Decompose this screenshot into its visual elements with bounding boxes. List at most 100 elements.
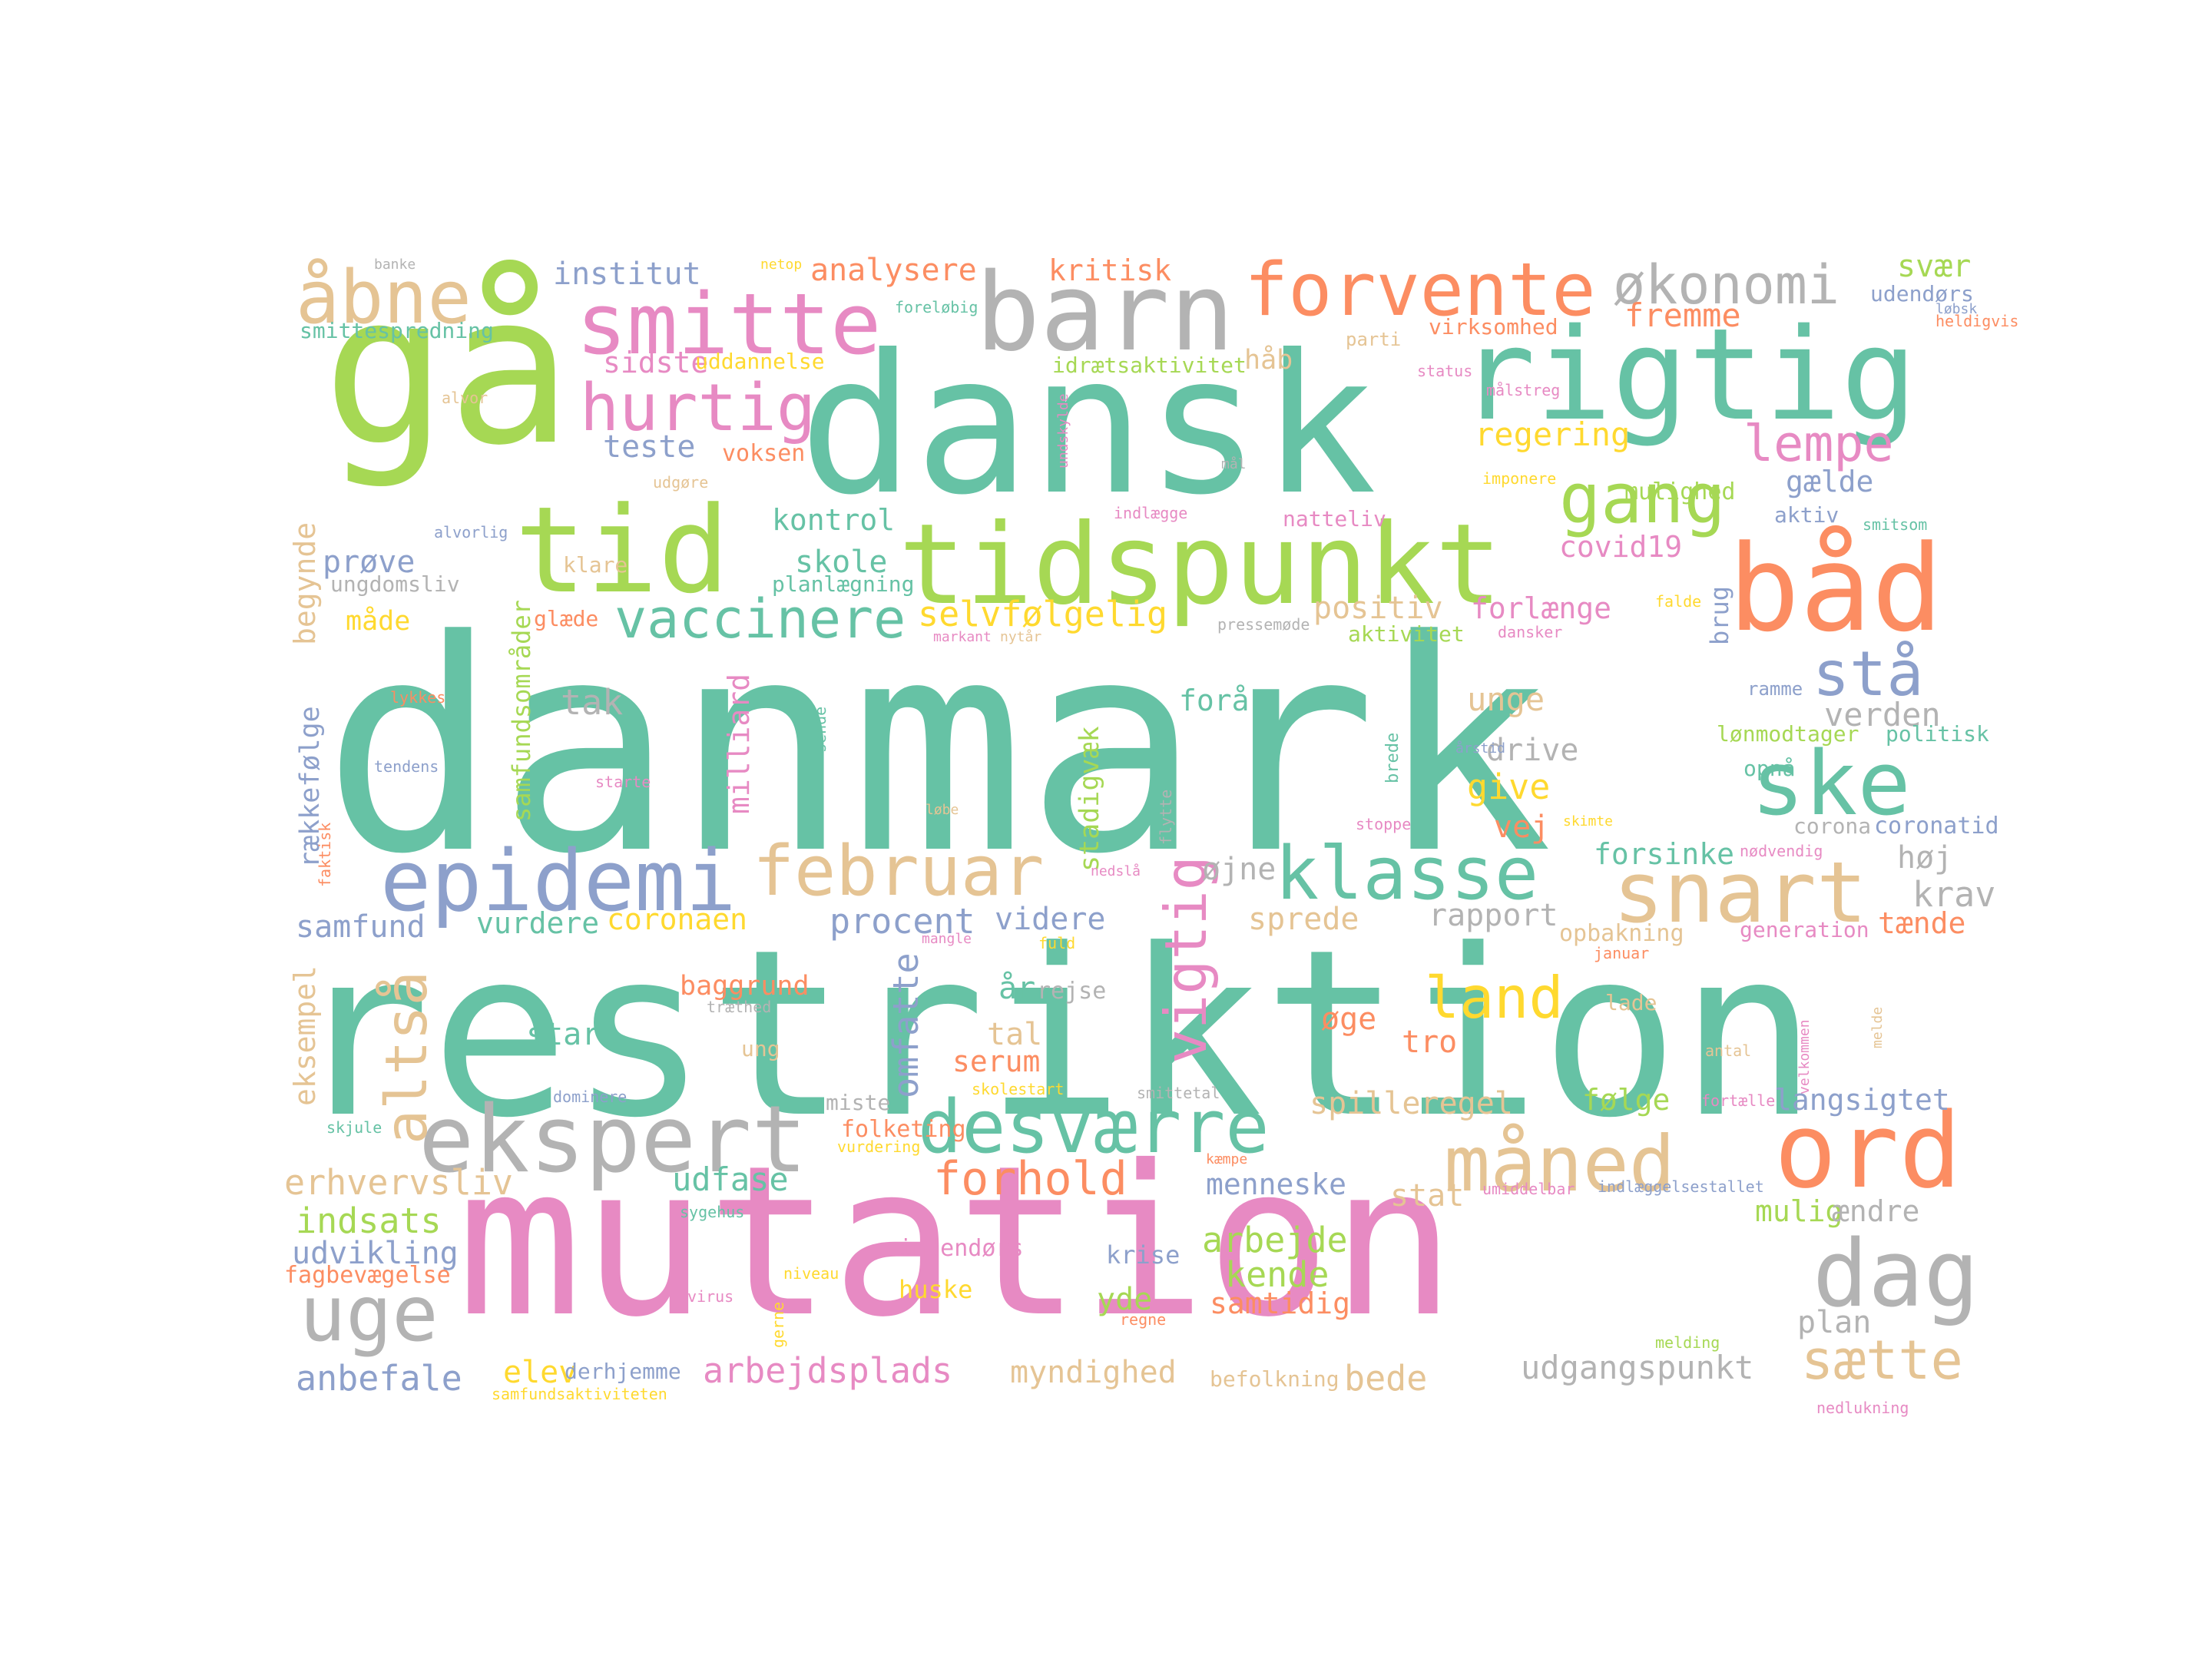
word-ske: ske <box>1751 733 1911 836</box>
word-brede: brede <box>1383 733 1402 783</box>
word-vaccinere: vaccinere <box>614 588 906 651</box>
word-l-bsk: løbsk <box>1936 301 1977 317</box>
word-heldigvis: heldigvis <box>1936 312 2018 330</box>
word-jne: øjne <box>1202 852 1276 887</box>
word-virksomhed: virksomhed <box>1429 314 1558 339</box>
word-vurdere: vurdere <box>476 906 599 940</box>
word-gang: gang <box>1559 459 1726 539</box>
word-udfase: udfase <box>672 1161 789 1198</box>
word-nedlukning: nedlukning <box>1816 1399 1909 1417</box>
word-lade: lade <box>1605 990 1657 1015</box>
word-stadigv-k: stadigvæk <box>1075 726 1105 872</box>
word-vej: vej <box>1494 810 1549 845</box>
word-banke: banke <box>374 257 416 273</box>
word-indl-ggelsestallet: indlæggelsestallet <box>1598 1177 1764 1196</box>
word-dansk: dansk <box>799 313 1377 537</box>
word-politisk: politisk <box>1886 721 1989 747</box>
word-ma-de: måde <box>346 605 410 637</box>
word-melding: melding <box>1655 1333 1720 1352</box>
word-velkommen: velkommen <box>1796 1019 1813 1094</box>
word-lempe: lempe <box>1743 416 1894 473</box>
word-baggrund: baggrund <box>680 971 810 1002</box>
word-g-lde: gælde <box>1786 465 1873 498</box>
word-skole: skole <box>795 545 887 580</box>
word-tid: tid <box>515 481 730 620</box>
word-ungdomsliv: ungdomsliv <box>330 571 460 597</box>
word-serum: serum <box>952 1045 1040 1078</box>
word-nedsla: nedslå <box>1091 863 1141 879</box>
word-derhjemme: derhjemme <box>565 1359 681 1384</box>
word-markant: markant <box>933 629 992 645</box>
word-barn: barn <box>975 250 1234 376</box>
word-ha-b: håb <box>1244 344 1293 376</box>
word-corona: corona <box>1793 813 1871 839</box>
word-ma-l: mål <box>1221 456 1247 472</box>
word-tak: tak <box>561 682 623 723</box>
word-mangle: mangle <box>922 931 972 947</box>
word-danmark: danmark <box>323 578 1552 918</box>
word-miste: miste <box>826 1090 890 1115</box>
word-imponere: imponere <box>1482 469 1556 488</box>
word-videre: videre <box>995 902 1106 937</box>
word-parti: parti <box>1346 329 1401 350</box>
word-uge: uge <box>300 1269 439 1359</box>
word-umiddelbar: umiddelbar <box>1482 1180 1575 1198</box>
word-natteliv: natteliv <box>1283 506 1386 531</box>
word-forsinke: forsinke <box>1594 837 1734 871</box>
word-gerne: gerne <box>769 1302 787 1348</box>
word-status: status <box>1417 362 1472 380</box>
word-vurdering: vurdering <box>837 1137 920 1156</box>
word-epidemi: epidemi <box>380 832 737 930</box>
word-ma-lstreg: målstreg <box>1486 381 1560 399</box>
word-niveau: niveau <box>783 1264 839 1283</box>
word-r-kkef-lge: rækkefølge <box>295 706 326 868</box>
word-forvente: forvente <box>1244 248 1596 333</box>
word-s-tte: sætte <box>1801 1329 1963 1392</box>
word-ba-d: båd <box>1728 519 1943 658</box>
word-nyta-r: nytår <box>1000 629 1041 645</box>
word-tidspunkt: tidspunkt <box>899 500 1502 630</box>
word-tendens: tendens <box>374 757 439 776</box>
word-stat: stat <box>1390 1178 1464 1214</box>
word-januar: januar <box>1594 944 1649 962</box>
word-regne: regne <box>1120 1310 1166 1329</box>
word-vigtig: vigtig <box>1152 856 1220 1064</box>
word-samfundsaktiviteten: samfundsaktiviteten <box>492 1385 667 1403</box>
word-konomi: økonomi <box>1613 253 1839 316</box>
word-analysere: analysere <box>810 253 977 288</box>
word-institut: institut <box>553 257 701 292</box>
word-samtidig: samtidig <box>1210 1286 1350 1320</box>
word-dag: dag <box>1813 1221 1979 1328</box>
word-erhvervsliv: erhvervsliv <box>284 1162 513 1203</box>
word-samfundsomra-der: samfundsområder <box>507 600 536 822</box>
word-lykkes: lykkes <box>390 688 445 707</box>
word-a-rstid: årstid <box>1455 740 1505 757</box>
word-forel-big: foreløbig <box>895 298 978 316</box>
word-ramme: ramme <box>1747 678 1803 700</box>
word-menneske: menneske <box>1206 1167 1346 1201</box>
word-rigtig: rigtig <box>1459 301 1917 449</box>
word-rapport: rapport <box>1429 898 1558 933</box>
word-f-lge: følge <box>1582 1083 1670 1117</box>
word-pressem-de: pressemøde <box>1217 615 1310 634</box>
word-verden: verden <box>1824 696 1941 733</box>
word-gl-de: glæde <box>534 606 598 631</box>
word-arbejdsplads: arbejdsplads <box>703 1350 952 1391</box>
word-ndre: ændre <box>1832 1194 1919 1228</box>
word-ga: gå <box>323 249 572 491</box>
word-stoppe: stoppe <box>1356 815 1411 833</box>
word-coronaen: coronaen <box>607 902 747 936</box>
word-anbefale: anbefale <box>296 1358 462 1399</box>
word-fora-r: forår <box>1179 684 1267 717</box>
word-restriktion: restriktion <box>292 900 1818 1168</box>
word-forhold: forhold <box>933 1152 1128 1206</box>
word-skolestart: skolestart <box>972 1080 1064 1098</box>
word-starte: starte <box>595 773 651 791</box>
word-mutation: mutation <box>457 1121 1455 1363</box>
word-fort-lle: fortælle <box>1701 1091 1775 1110</box>
word-n-dvendig: nødvendig <box>1740 842 1823 860</box>
word-elev: elev <box>503 1355 577 1390</box>
word-udgangspunkt: udgangspunkt <box>1521 1349 1753 1386</box>
word-alvorlig: alvorlig <box>434 523 508 541</box>
